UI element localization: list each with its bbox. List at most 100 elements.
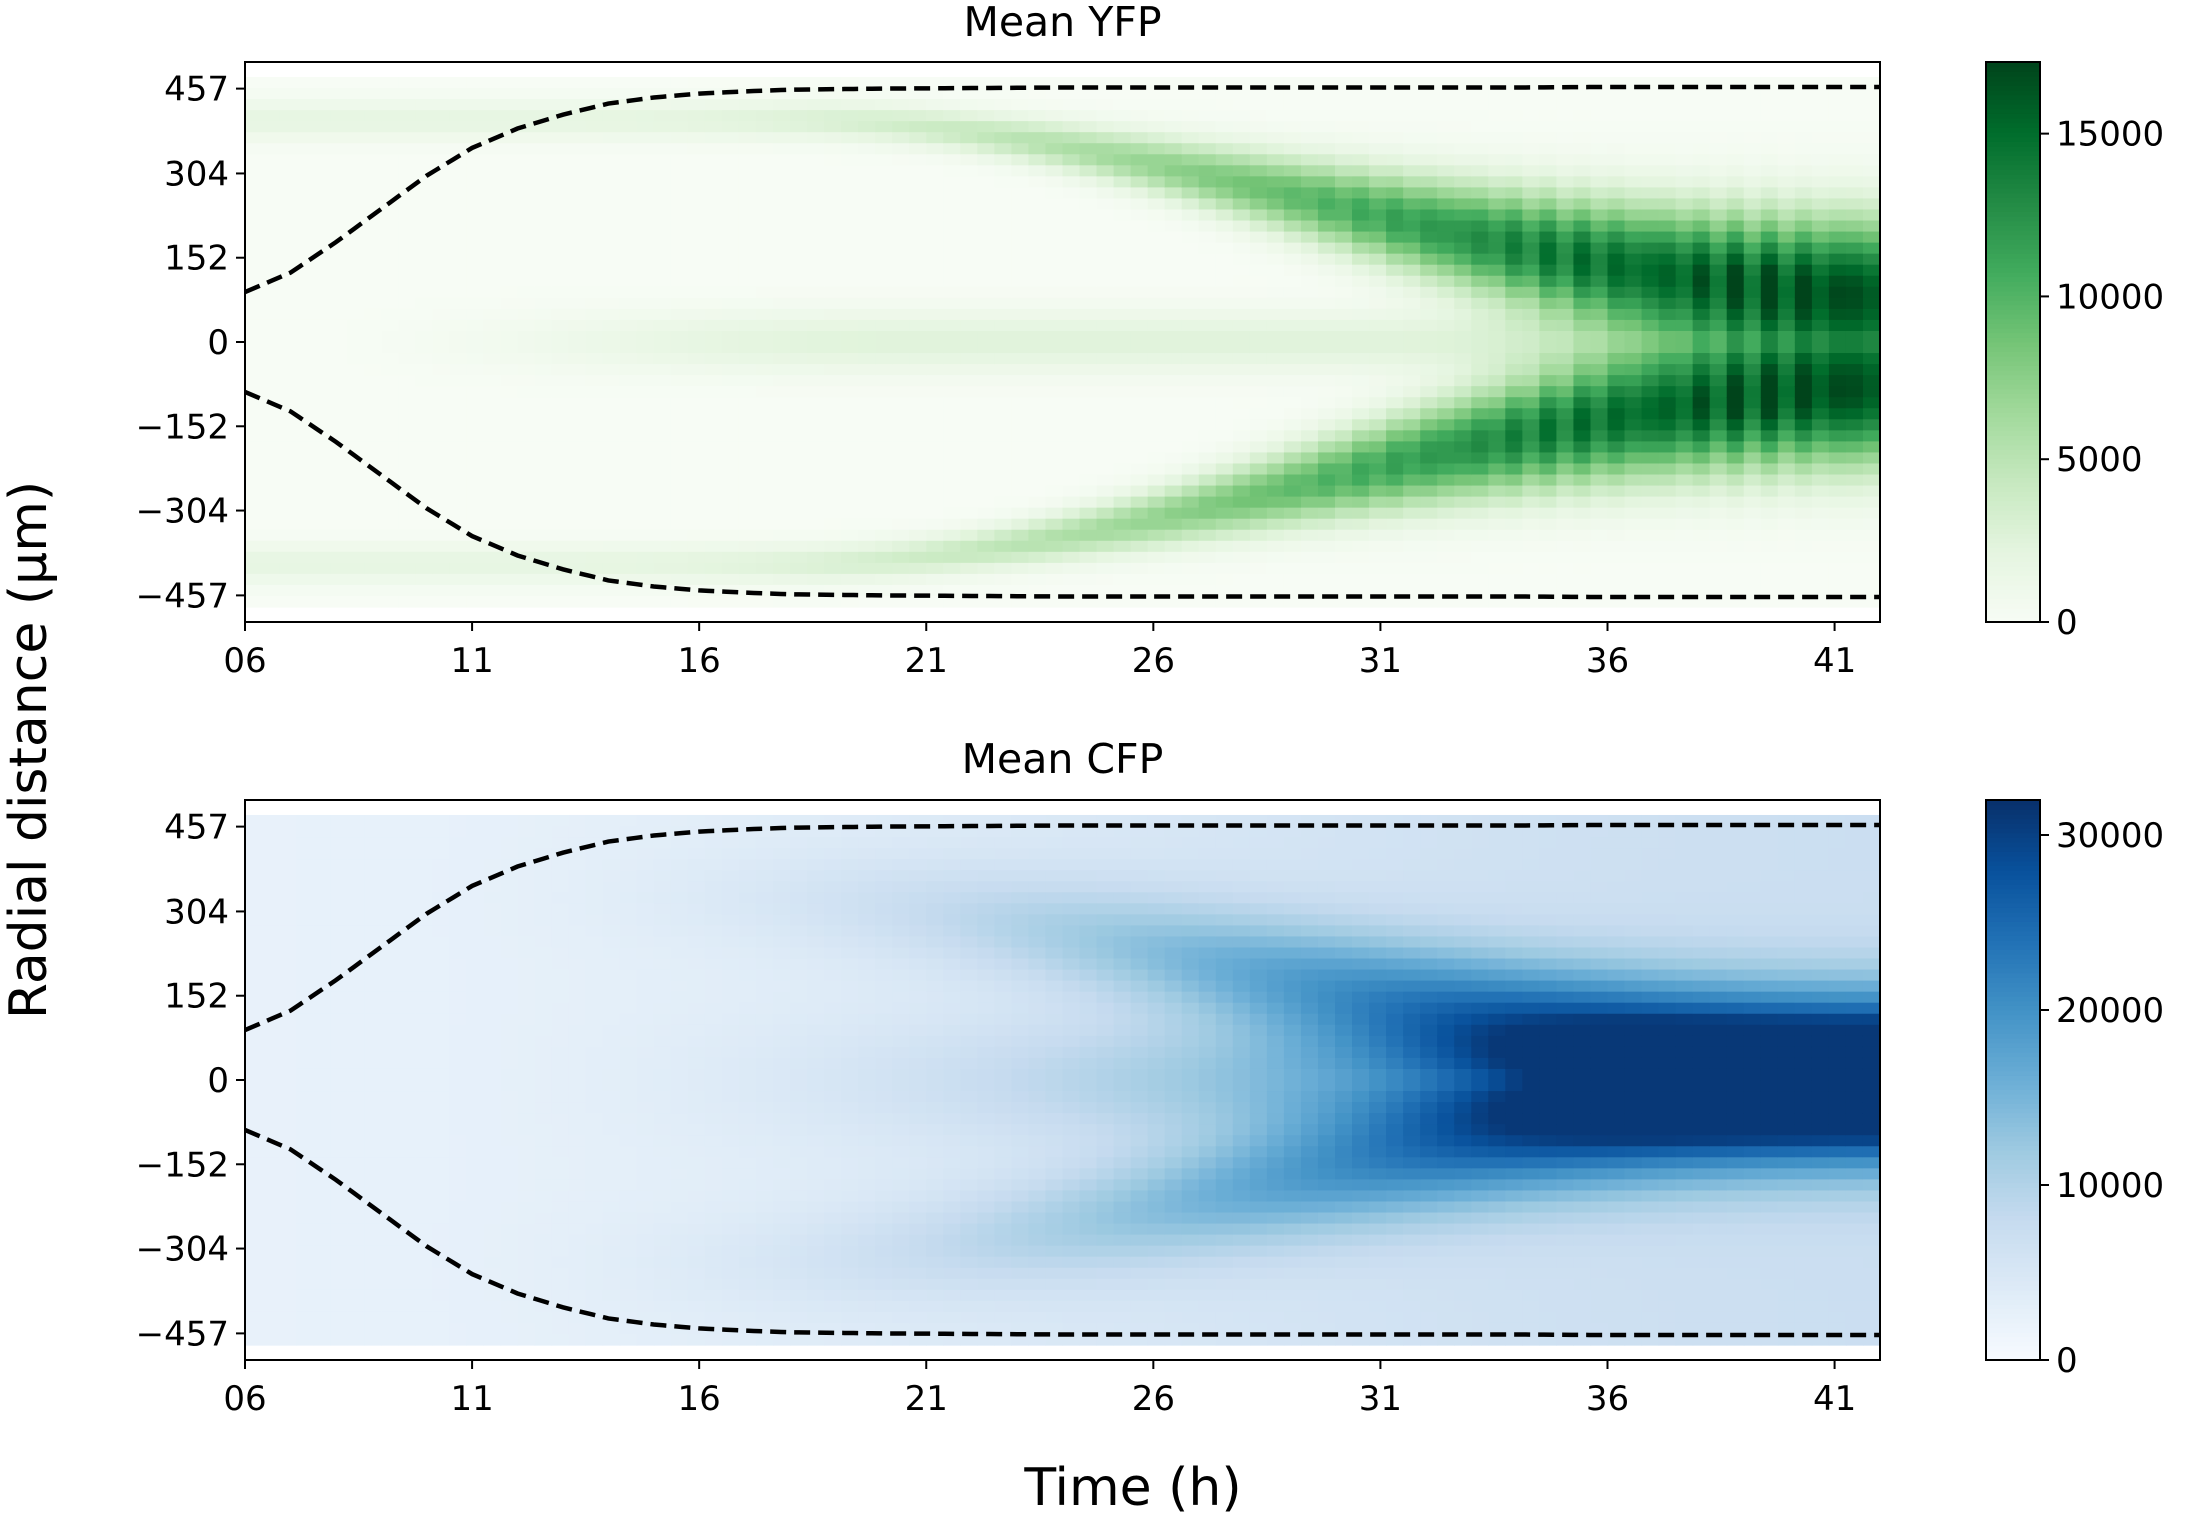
heatmap-cell <box>1420 375 1438 387</box>
heatmap-cell <box>313 540 331 553</box>
heatmap-cell <box>1675 330 1694 343</box>
heatmap-cell <box>1113 286 1132 299</box>
heatmap-cell <box>1386 88 1404 100</box>
heatmap-cell <box>1215 330 1234 343</box>
colorbar-segment <box>1986 248 2040 254</box>
heatmap-cell <box>1215 595 1234 608</box>
heatmap-cell <box>1062 231 1081 244</box>
heatmap-cell <box>313 76 331 89</box>
heatmap-cell <box>1249 330 1268 343</box>
heatmap-cell <box>619 297 638 310</box>
heatmap-cell <box>1454 496 1472 509</box>
heatmap-cell <box>364 364 382 376</box>
heatmap-cell <box>807 353 825 365</box>
heatmap-cell <box>1675 441 1694 454</box>
heatmap-cell <box>1283 540 1302 553</box>
heatmap-cell <box>1045 253 1064 266</box>
heatmap-cell <box>755 529 774 542</box>
heatmap-cell <box>415 507 433 520</box>
heatmap-cell <box>568 375 587 387</box>
heatmap-cell <box>1777 209 1796 222</box>
heatmap-cell <box>1862 198 1881 211</box>
heatmap-cell <box>245 958 263 971</box>
heatmap-cell <box>1556 540 1575 553</box>
heatmap-cell <box>296 463 314 476</box>
heatmap-cell <box>704 76 723 89</box>
heatmap-cell <box>790 110 808 122</box>
heatmap-cell <box>245 573 263 586</box>
heatmap-cell <box>1658 209 1677 222</box>
heatmap-cell <box>1828 176 1847 188</box>
heatmap-cell <box>1505 176 1523 188</box>
heatmap-cell <box>1011 551 1030 564</box>
heatmap-cell <box>1403 176 1421 188</box>
heatmap-cell <box>364 353 382 365</box>
heatmap-cell <box>1352 286 1370 299</box>
heatmap-cell <box>1811 529 1830 542</box>
heatmap-cell <box>1215 452 1234 465</box>
heatmap-cell <box>381 132 399 144</box>
heatmap-cell <box>432 386 450 398</box>
heatmap-cell <box>1539 143 1558 155</box>
heatmap-cell <box>943 375 961 387</box>
heatmap-cell <box>279 154 297 166</box>
heatmap-cell <box>1130 529 1149 542</box>
heatmap-cell <box>1232 584 1251 597</box>
lower-boundary-line <box>244 389 1880 600</box>
heatmap-cell <box>1317 319 1336 332</box>
heatmap-cell <box>1488 143 1506 155</box>
heatmap-cell <box>568 397 587 409</box>
heatmap-cell <box>1215 132 1234 144</box>
heatmap-cell <box>483 342 502 354</box>
heatmap-cell <box>1283 165 1302 177</box>
heatmap-cell <box>296 518 314 531</box>
heatmap-cell <box>534 297 553 310</box>
heatmap-cell <box>1266 187 1285 200</box>
heatmap-cell <box>1096 308 1115 321</box>
heatmap-cell <box>1726 419 1745 431</box>
heatmap-cell <box>1300 110 1319 122</box>
heatmap-cell <box>687 441 706 454</box>
heatmap-cell <box>653 419 672 431</box>
heatmap-cell <box>1113 419 1132 431</box>
heatmap-cell <box>1386 165 1404 177</box>
heatmap-cell <box>1130 209 1149 222</box>
heatmap-cell <box>653 375 672 387</box>
heatmap-cell <box>500 573 519 586</box>
heatmap-cell <box>245 1124 263 1136</box>
heatmap-cell <box>296 1223 314 1236</box>
heatmap-cell <box>619 584 638 597</box>
heatmap-cell <box>1147 518 1166 531</box>
heatmap-cell <box>449 143 468 155</box>
heatmap-cell <box>500 99 519 111</box>
x-tick-label: 36 <box>1586 641 1629 681</box>
heatmap-cell <box>585 176 604 188</box>
heatmap-cell <box>807 485 825 498</box>
heatmap-cell <box>1130 187 1149 200</box>
heatmap-cell <box>1777 253 1796 266</box>
y-tick-label: 152 <box>164 239 229 279</box>
heatmap-cell <box>1317 386 1336 398</box>
heatmap-cell <box>347 242 365 255</box>
heatmap-cell <box>1709 275 1728 288</box>
heatmap-cell <box>330 540 348 553</box>
heatmap-cell <box>1198 518 1217 531</box>
heatmap-cell <box>1028 397 1047 409</box>
heatmap-cell <box>790 518 808 531</box>
heatmap-cell <box>364 496 382 509</box>
heatmap-cell <box>1232 430 1251 442</box>
heatmap-cell <box>330 375 348 387</box>
heatmap-cell <box>449 595 468 608</box>
colorbar-segment <box>1986 617 2040 623</box>
heatmap-cell <box>262 187 280 200</box>
heatmap-cell <box>398 132 416 144</box>
heatmap-cell <box>245 969 263 982</box>
heatmap-cell <box>858 121 876 133</box>
heatmap-cell <box>517 319 536 332</box>
heatmap-cell <box>1386 441 1404 454</box>
heatmap-cell <box>1811 364 1830 376</box>
heatmap-cell <box>517 165 536 177</box>
heatmap-cell <box>381 485 399 498</box>
heatmap-cell <box>1692 551 1711 564</box>
heatmap-cell <box>1403 529 1421 542</box>
